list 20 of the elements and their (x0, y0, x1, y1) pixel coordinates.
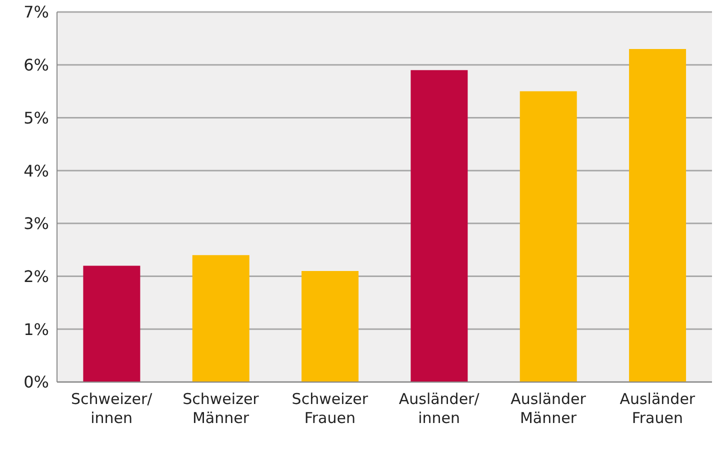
bar (192, 255, 250, 382)
x-tick-label: Ausländer Frauen (620, 390, 696, 427)
x-tick-label: Schweizer/ innen (70, 390, 154, 427)
y-tick-label: 2% (24, 266, 49, 286)
x-tick-label: Ausländer/ innen (398, 390, 480, 427)
y-tick-label: 3% (24, 214, 49, 234)
bar (83, 266, 140, 382)
y-tick-label: 0% (24, 372, 49, 392)
bar (520, 91, 577, 382)
y-tick-label: 1% (24, 320, 49, 339)
y-tick-label: 6% (24, 56, 49, 75)
x-tick-label: Schweizer Frauen (292, 390, 369, 427)
y-tick-label: 7% (24, 2, 49, 22)
y-tick-label: 5% (24, 108, 49, 128)
x-tick-label: Schweizer Männer (182, 390, 260, 427)
bar (410, 70, 468, 382)
bar (302, 271, 359, 382)
bar (629, 49, 686, 382)
x-tick-label: Ausländer Männer (510, 390, 587, 427)
y-tick-label: 4% (24, 161, 49, 180)
